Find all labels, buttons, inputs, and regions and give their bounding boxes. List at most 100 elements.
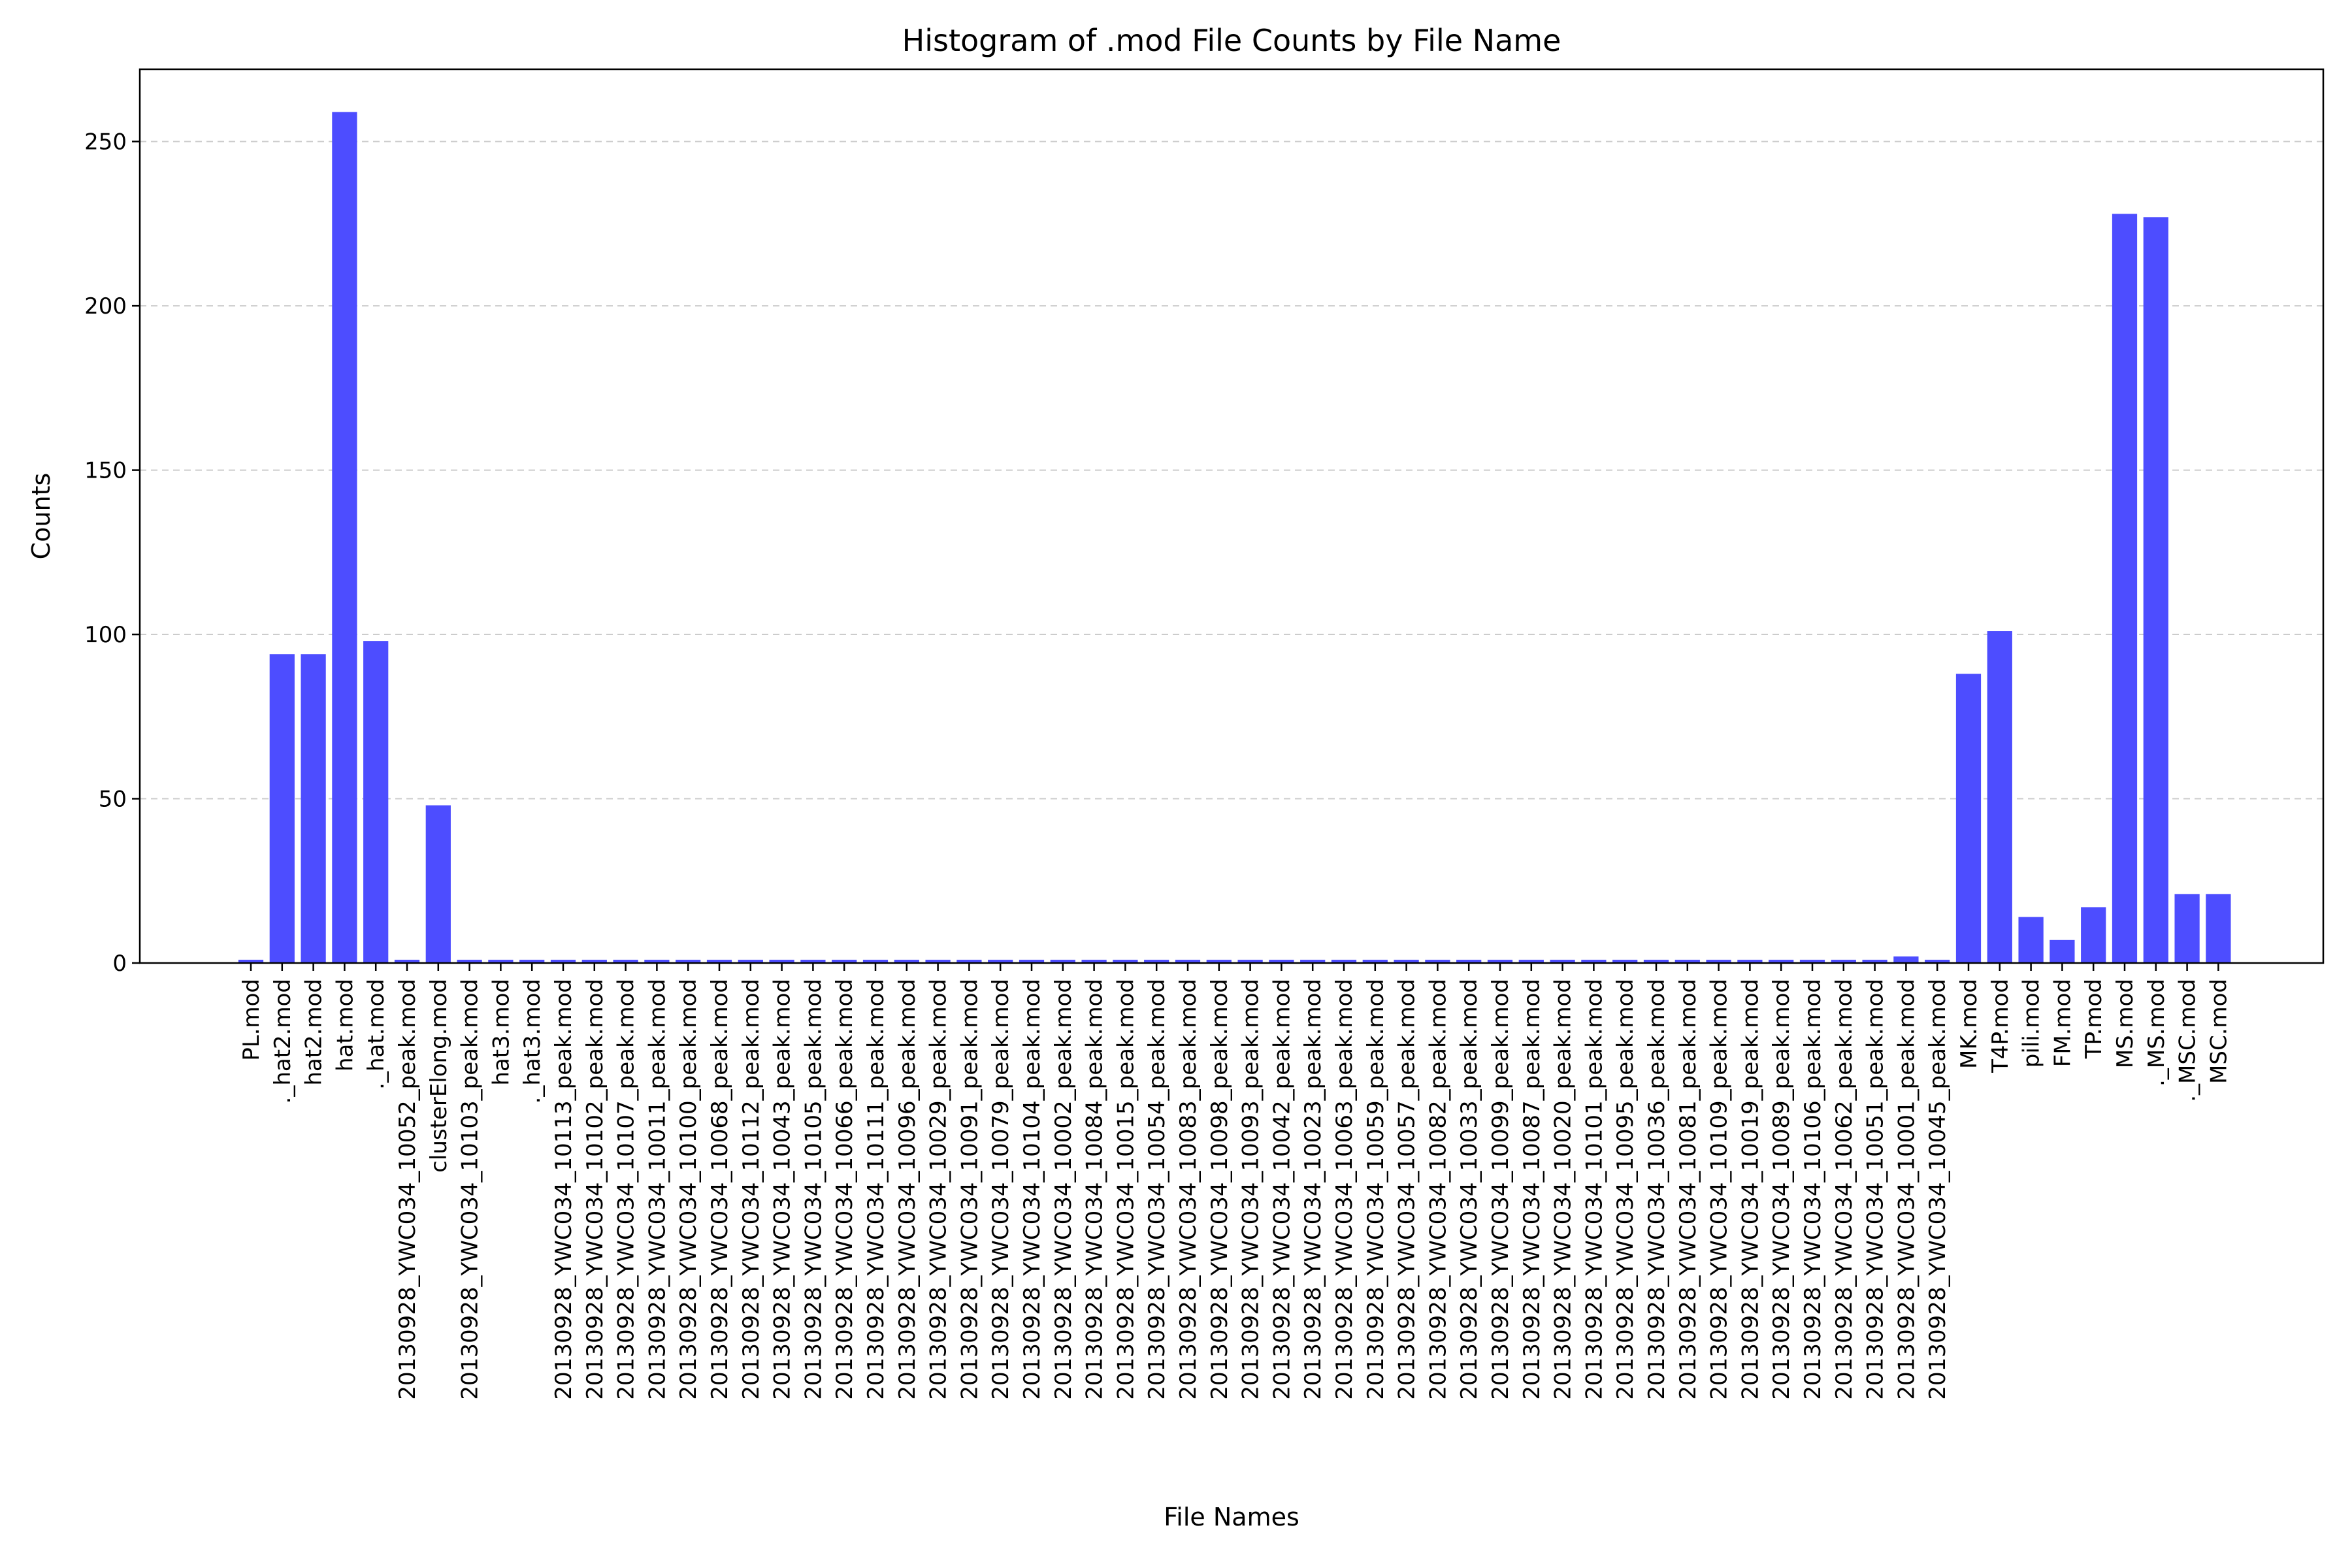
x-tick-label: 20130928_YWC034_10106_peak.mod: [1800, 979, 1826, 1400]
x-tick-label: 20130928_YWC034_10082_peak.mod: [1425, 979, 1451, 1400]
x-tick-label: MS.mod: [2112, 979, 2138, 1068]
x-tick-label: 20130928_YWC034_10019_peak.mod: [1737, 979, 1763, 1400]
x-tick-label: 20130928_YWC034_10057_peak.mod: [1394, 979, 1420, 1400]
y-axis-label: Counts: [27, 473, 56, 560]
chart-title: Histogram of .mod File Counts by File Na…: [902, 23, 1561, 58]
bar: [269, 654, 295, 963]
bar: [581, 959, 607, 963]
bar: [1487, 959, 1513, 963]
bar: [1799, 959, 1825, 963]
bar: [800, 959, 826, 963]
grid-lines: [140, 140, 2323, 800]
x-tick-label: 20130928_YWC034_10011_peak.mod: [644, 979, 670, 1400]
bar: [457, 959, 482, 963]
x-tick-label: 20130928_YWC034_10036_peak.mod: [1644, 979, 1670, 1400]
bar: [1206, 959, 1232, 963]
bar: [1925, 959, 1950, 963]
x-tick-label: 20130928_YWC034_10107_peak.mod: [613, 979, 640, 1400]
x-tick-label: 20130928_YWC034_10052_peak.mod: [395, 979, 421, 1400]
x-tick-label: 20130928_YWC034_10051_peak.mod: [1863, 979, 1889, 1400]
y-tick-label: 150: [84, 458, 127, 484]
x-tick-label: 20130928_YWC034_10015_peak.mod: [1113, 979, 1139, 1400]
x-tick-label: FM.mod: [2050, 979, 2076, 1067]
x-axis-ticks: PL.mod ._hat2.mod hat2.mod hat.mod ._hat.mod…: [238, 963, 2232, 1400]
x-tick-label: hat.mod: [332, 979, 358, 1071]
x-tick-label: PL.mod: [238, 979, 265, 1061]
x-tick-label: ._MSC.mod: [2175, 979, 2201, 1102]
x-tick-label: 20130928_YWC034_10104_peak.mod: [1019, 979, 1045, 1400]
x-tick-label: 20130928_YWC034_10091_peak.mod: [956, 979, 983, 1400]
x-tick-label: T4P.mod: [1987, 979, 2014, 1073]
bar: [1331, 959, 1357, 963]
bar: [2174, 894, 2200, 963]
x-tick-label: 20130928_YWC034_10103_peak.mod: [457, 979, 483, 1400]
bar: [862, 959, 889, 963]
x-tick-label: 20130928_YWC034_10020_peak.mod: [1550, 979, 1576, 1400]
x-tick-label: 20130928_YWC034_10079_peak.mod: [988, 979, 1014, 1400]
bar: [1362, 959, 1388, 963]
x-tick-label: 20130928_YWC034_10042_peak.mod: [1269, 979, 1295, 1400]
bar: [519, 959, 545, 963]
x-tick-label: ._hat3.mod: [519, 979, 546, 1103]
bar: [332, 112, 357, 964]
bar: [1769, 959, 1794, 963]
bar: [2081, 907, 2106, 963]
bar: [1019, 959, 1045, 963]
x-tick-label: MK.mod: [1956, 979, 1982, 1069]
y-tick-label: 250: [84, 129, 127, 155]
x-tick-label: 20130928_YWC034_10081_peak.mod: [1675, 979, 1701, 1400]
x-tick-label: 20130928_YWC034_10093_peak.mod: [1238, 979, 1264, 1400]
x-tick-label: 20130928_YWC034_10089_peak.mod: [1769, 979, 1795, 1400]
x-tick-label: 20130928_YWC034_10098_peak.mod: [1207, 979, 1233, 1400]
x-tick-label: 20130928_YWC034_10054_peak.mod: [1144, 979, 1170, 1400]
y-tick-label: 0: [112, 951, 127, 977]
bars: [238, 112, 2231, 964]
x-tick-label: hat3.mod: [488, 979, 514, 1086]
bar: [550, 959, 576, 963]
bar: [1456, 959, 1482, 963]
bar: [1425, 959, 1450, 963]
bar: [988, 959, 1013, 963]
x-tick-label: 20130928_YWC034_10068_peak.mod: [707, 979, 733, 1400]
x-tick-label: 20130928_YWC034_10111_peak.mod: [863, 979, 889, 1400]
x-tick-label: ._MS.mod: [2144, 979, 2170, 1086]
bar: [1706, 959, 1731, 963]
x-tick-label: ._hat2.mod: [270, 979, 296, 1103]
x-tick-label: pili.mod: [2019, 979, 2045, 1068]
x-tick-label: hat2.mod: [301, 979, 327, 1086]
x-tick-label: 20130928_YWC034_10112_peak.mod: [738, 979, 764, 1400]
x-tick-label: ._hat.mod: [363, 979, 389, 1090]
x-tick-label: 20130928_YWC034_10084_peak.mod: [1082, 979, 1108, 1400]
y-tick-label: 200: [84, 293, 127, 319]
bar: [2206, 894, 2231, 963]
y-tick-label: 100: [84, 622, 127, 648]
bar: [1831, 959, 1856, 963]
bar: [706, 959, 732, 963]
bar: [769, 959, 794, 963]
x-tick-label: 20130928_YWC034_10101_peak.mod: [1581, 979, 1607, 1400]
bar: [1081, 959, 1107, 963]
bar: [425, 805, 451, 963]
bar: [644, 959, 670, 963]
bar: [1862, 959, 1887, 963]
x-tick-label: 20130928_YWC034_10083_peak.mod: [1175, 979, 1201, 1400]
bar: [2143, 217, 2168, 964]
x-tick-label: 20130928_YWC034_10033_peak.mod: [1456, 979, 1482, 1400]
bar: [1612, 959, 1638, 963]
x-tick-label: 20130928_YWC034_10102_peak.mod: [582, 979, 608, 1400]
bar: [1737, 959, 1763, 963]
bar: [1113, 959, 1138, 963]
x-tick-label: 20130928_YWC034_10066_peak.mod: [832, 979, 858, 1400]
bar: [1050, 959, 1075, 963]
bar: [956, 959, 982, 963]
bar: [676, 959, 701, 963]
bar: [1269, 959, 1294, 963]
x-tick-label: 20130928_YWC034_10096_peak.mod: [894, 979, 921, 1400]
bar: [363, 641, 389, 963]
x-tick-label: MSC.mod: [2206, 979, 2232, 1084]
plot-frame: [139, 68, 2325, 964]
bar: [1643, 959, 1669, 963]
x-tick-label: 20130928_YWC034_10002_peak.mod: [1051, 979, 1077, 1400]
